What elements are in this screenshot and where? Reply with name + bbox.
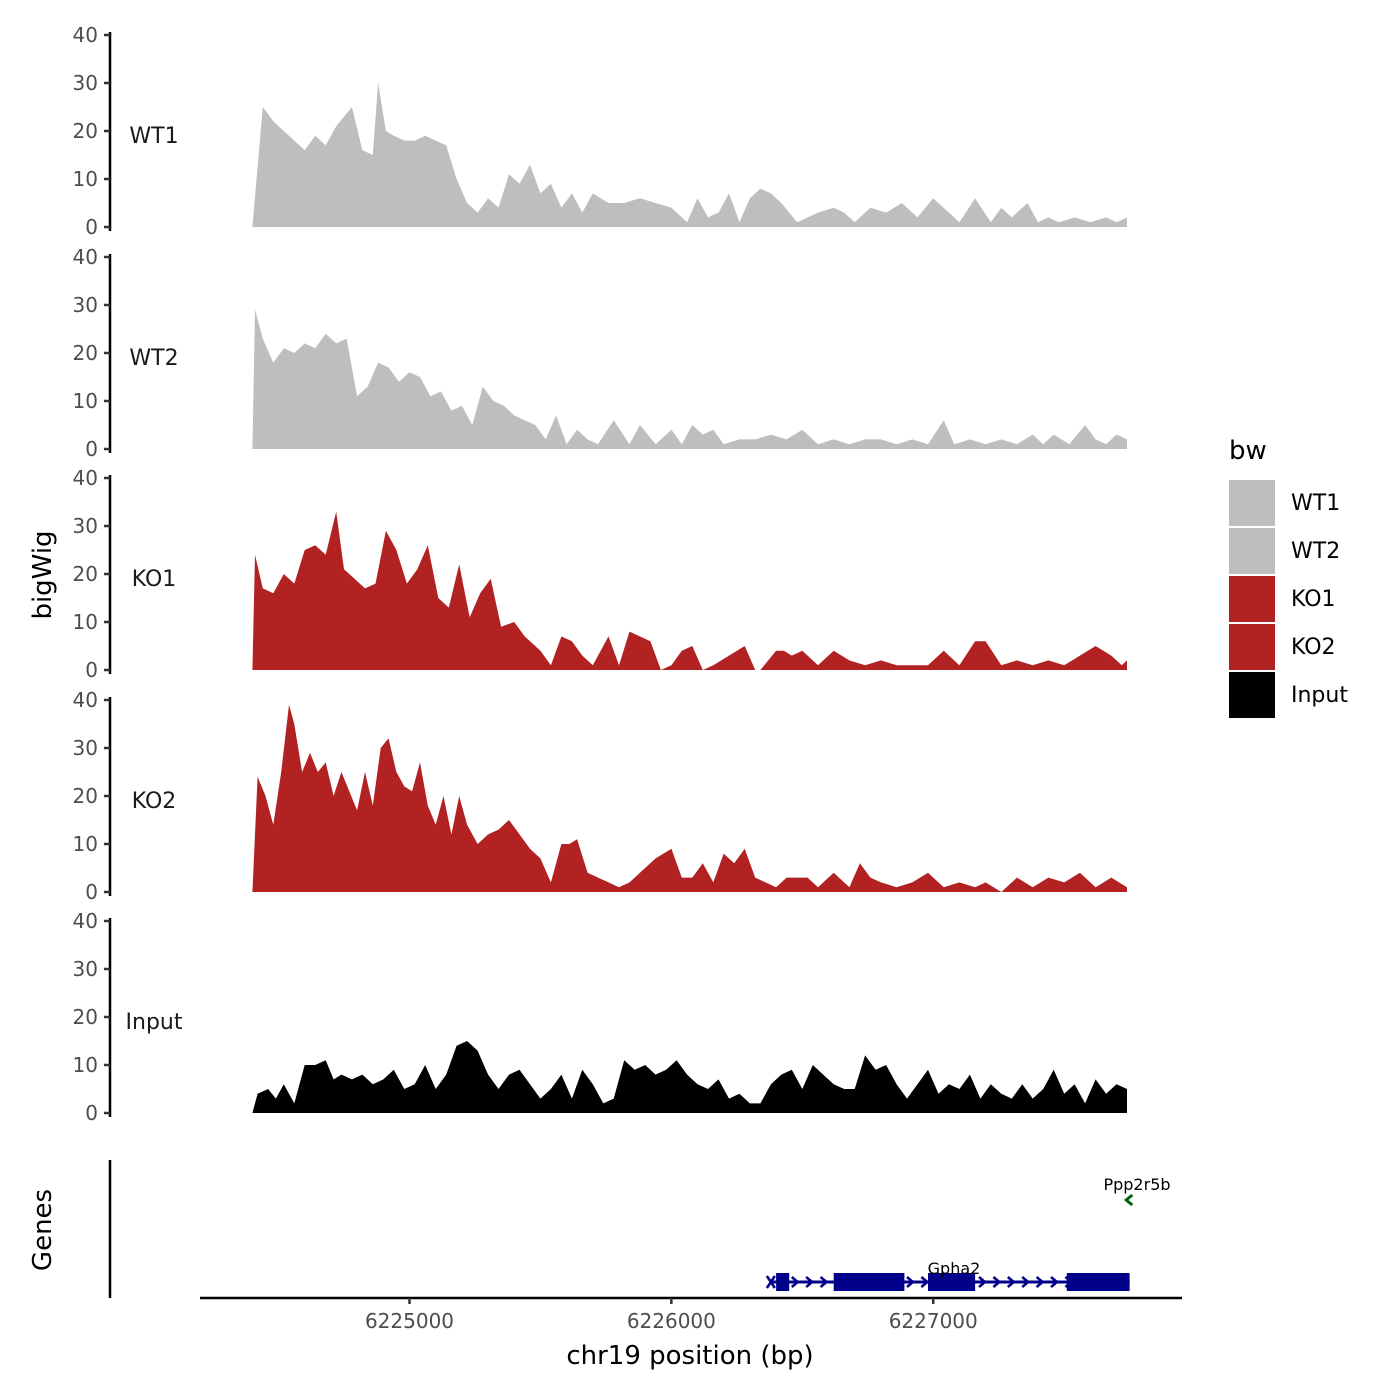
track-label-ko1: KO1 (132, 567, 177, 592)
gene-annotation-panel: Gpha2 Ppp2r5b (108, 1160, 1171, 1298)
y-tick-label: 40 (73, 23, 98, 47)
y-tick-label: 10 (73, 1053, 98, 1077)
track-wt1: 0 10 20 30 40 WT1 (73, 23, 1127, 239)
x-axis-title: chr19 position (bp) (566, 1341, 813, 1371)
strand-arrow (1050, 1276, 1059, 1288)
gene-gpha2: Gpha2 (765, 1259, 1130, 1291)
legend-label: WT2 (1291, 539, 1340, 564)
track-label-wt2: WT2 (129, 346, 178, 371)
gene-start-marker (765, 1275, 776, 1289)
strand-arrow (1035, 1276, 1045, 1288)
track-label-ko2: KO2 (132, 789, 177, 814)
legend-label: WT1 (1291, 491, 1340, 516)
y-tick-label: 0 (85, 658, 98, 682)
strand-arrow (992, 1276, 1002, 1288)
strand-arrow (920, 1276, 930, 1288)
legend-swatch (1229, 672, 1275, 718)
y-tick-label: 20 (73, 1005, 98, 1029)
y-tick-label: 20 (73, 341, 98, 365)
x-tick-label: 6226000 (627, 1309, 716, 1333)
y-tick-label: 40 (73, 245, 98, 269)
legend-swatch (1229, 528, 1275, 574)
legend-item-input: Input (1229, 672, 1348, 718)
legend-swatch (1229, 480, 1275, 526)
strand-arrow (906, 1276, 915, 1288)
track-wt2: 0 10 20 30 40 WT2 (73, 245, 1127, 461)
gene-label-ppp2r5b: Ppp2r5b (1103, 1175, 1170, 1194)
legend-label: KO2 (1291, 635, 1336, 660)
strand-arrow (819, 1276, 829, 1288)
y-tick-label: 20 (73, 784, 98, 808)
strand-arrow (805, 1276, 815, 1288)
legend-item-ko1: KO1 (1229, 576, 1336, 622)
legend-label: KO1 (1291, 587, 1336, 612)
legend-swatch (1229, 624, 1275, 670)
legend-item-wt2: WT2 (1229, 528, 1340, 574)
legend-label: Input (1291, 683, 1348, 708)
y-tick-label: 30 (73, 293, 98, 317)
legend-swatch (1229, 576, 1275, 622)
y-tick-label: 0 (85, 1101, 98, 1125)
y-tick-label: 0 (85, 215, 98, 239)
y-tick-label: 30 (73, 736, 98, 760)
x-axis: 6225000 6226000 6227000 (200, 1296, 1182, 1333)
y-tick-label: 10 (73, 832, 98, 856)
strand-arrow (1123, 1193, 1134, 1207)
legend-title: bw (1229, 436, 1267, 466)
area-input (252, 1041, 1127, 1113)
x-tick-label: 6225000 (365, 1309, 454, 1333)
legend-item-wt1: WT1 (1229, 480, 1340, 526)
coverage-tracks: 0 10 20 30 40 WT1 0 10 20 30 40 WT2 0 10 20 30 40 KO1 0 10 2… (73, 23, 1127, 1125)
y-tick-label: 0 (85, 880, 98, 904)
y-tick-label: 30 (73, 514, 98, 538)
legend-item-ko2: KO2 (1229, 624, 1336, 670)
genes-panel-title: Genes (28, 1189, 58, 1271)
track-label-input: Input (126, 1010, 183, 1035)
y-tick-label: 10 (73, 389, 98, 413)
exon (1066, 1273, 1130, 1291)
y-tick-label: 10 (73, 610, 98, 634)
track-label-wt1: WT1 (129, 124, 178, 149)
exon (927, 1273, 976, 1291)
strand-arrow (790, 1276, 800, 1288)
y-tick-label: 40 (73, 466, 98, 490)
strand-arrow (1021, 1276, 1031, 1288)
y-axis-title: bigWig (28, 530, 58, 619)
legend: bw WT1 WT2 KO1 KO2 Input (1229, 436, 1348, 718)
gene-label-gpha2: Gpha2 (928, 1259, 981, 1278)
y-tick-label: 40 (73, 909, 98, 933)
track-ko1: 0 10 20 30 40 KO1 (73, 466, 1127, 682)
track-input: 0 10 20 30 40 Input (73, 909, 1127, 1125)
y-tick-label: 40 (73, 688, 98, 712)
strand-arrow (978, 1276, 987, 1288)
area-wt2 (252, 309, 1127, 449)
strand-arrow (1006, 1276, 1016, 1288)
legend-items: WT1 WT2 KO1 KO2 Input (1229, 480, 1348, 718)
exon (833, 1273, 905, 1291)
y-tick-label: 20 (73, 119, 98, 143)
area-ko2 (252, 704, 1127, 892)
y-tick-label: 20 (73, 562, 98, 586)
y-tick-label: 0 (85, 437, 98, 461)
x-tick-label: 6227000 (889, 1309, 978, 1333)
area-wt1 (252, 83, 1127, 227)
y-tick-label: 10 (73, 167, 98, 191)
exon (776, 1273, 790, 1291)
y-tick-label: 30 (73, 71, 98, 95)
track-ko2: 0 10 20 30 40 KO2 (73, 688, 1127, 904)
area-ko1 (252, 511, 1127, 670)
gene-ppp2r5b: Ppp2r5b (1103, 1175, 1171, 1207)
y-tick-label: 30 (73, 957, 98, 981)
